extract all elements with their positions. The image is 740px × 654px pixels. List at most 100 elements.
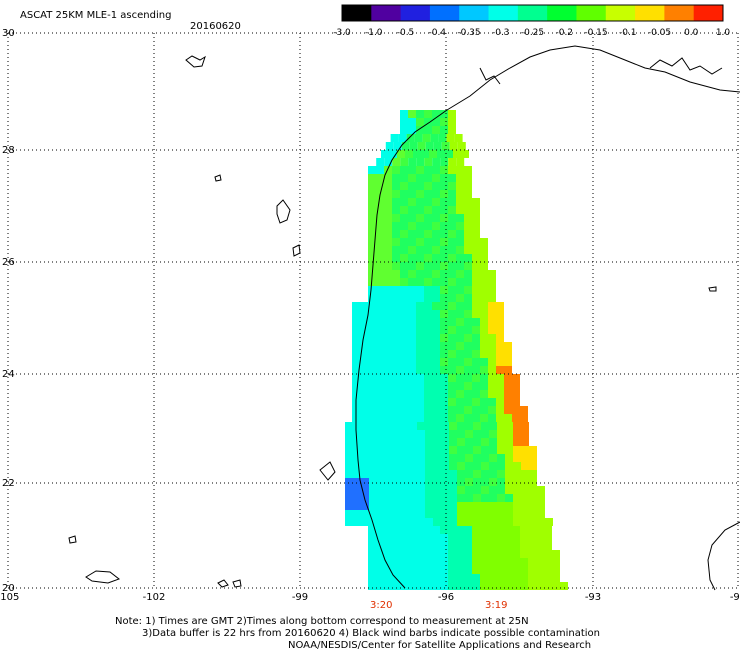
swath-cell [528, 526, 536, 534]
swath-cell [529, 502, 537, 510]
swath-cell [417, 518, 425, 526]
swath-cell [408, 262, 416, 270]
swath-cell [497, 422, 505, 430]
swath-cell [368, 358, 376, 366]
swath-cell [456, 366, 464, 374]
swath-cell [385, 142, 394, 150]
swath-cell [488, 526, 496, 534]
swath-cell [345, 478, 353, 486]
swath-cell [489, 430, 497, 438]
swath-cell [536, 582, 544, 590]
lon-label: -105 [0, 592, 19, 603]
swath-cell [345, 486, 353, 494]
swath-cell [449, 494, 457, 502]
swath-cell [377, 494, 385, 502]
swath-cell [529, 518, 537, 526]
swath-cell [457, 502, 465, 510]
swath-cell [448, 582, 456, 590]
swath-cell [464, 534, 472, 542]
swath-cell [457, 438, 465, 446]
swath-cell [425, 470, 433, 478]
swath-cell [377, 478, 385, 486]
swath-cell [512, 414, 520, 422]
swath-cell [424, 254, 432, 262]
swath-cell [496, 574, 504, 582]
swath-cell [400, 326, 408, 334]
swath-cell [408, 534, 416, 542]
swath-cell [520, 574, 528, 582]
swath-cell [504, 574, 512, 582]
swath-cell [432, 254, 440, 262]
swath-cell [480, 334, 488, 342]
island-9 [68, 535, 77, 544]
swath-cell [408, 118, 416, 126]
swath-cell [368, 326, 376, 334]
swath-cell [464, 166, 472, 174]
swath-cell [440, 302, 448, 310]
swath-cell [432, 246, 440, 254]
swath-cell [481, 502, 489, 510]
swath-cell [513, 502, 521, 510]
swath-cell [480, 326, 488, 334]
swath-cell [521, 446, 529, 454]
swath-cell [408, 318, 416, 326]
swath-cell [449, 142, 458, 150]
swath-cell [465, 478, 473, 486]
swath-cell [473, 470, 481, 478]
swath-cell [433, 478, 441, 486]
swath-cell [432, 230, 440, 238]
swath-cell [440, 230, 448, 238]
swath-cell [521, 494, 529, 502]
swath-cell [408, 550, 416, 558]
swath-cell [441, 470, 449, 478]
swath-cell [352, 310, 360, 318]
swath-cell [456, 182, 464, 190]
swath-cell [368, 582, 376, 590]
swath-cell [489, 486, 497, 494]
swath-cell [400, 246, 408, 254]
swath-cell [376, 366, 384, 374]
swath-cell [496, 310, 504, 318]
swath-cell [497, 478, 505, 486]
swath-cell [464, 414, 472, 422]
swath-cell [489, 518, 497, 526]
swath-cell [400, 566, 408, 574]
swath-cell [376, 294, 384, 302]
island-10 [708, 286, 717, 292]
swath-cell [496, 342, 504, 350]
swath-cell [368, 526, 376, 534]
swath-cell [529, 494, 537, 502]
swath-cell [432, 414, 440, 422]
swath-cell [472, 294, 480, 302]
swath-cell [416, 414, 424, 422]
swath-cell [432, 310, 440, 318]
swath-cell [384, 566, 392, 574]
swath-cell [456, 526, 464, 534]
colorbar-tick-label: -0.5 [397, 28, 415, 38]
swath-cell [440, 190, 448, 198]
swath-cell [353, 422, 361, 430]
swath-cell [441, 430, 449, 438]
swath-cell [512, 558, 520, 566]
swath-cell [505, 462, 513, 470]
swath-cell [520, 526, 528, 534]
swath-cell [481, 486, 489, 494]
swath-cell [449, 422, 457, 430]
swath-cell [513, 454, 521, 462]
swath-cell [408, 350, 416, 358]
swath-cell [425, 142, 434, 150]
swath-cell [488, 382, 496, 390]
swath-cell [353, 518, 361, 526]
swath-cell [416, 334, 424, 342]
swath-cell [424, 262, 432, 270]
swath-cell [369, 478, 377, 486]
swath-cell [360, 382, 368, 390]
swath-cell [416, 254, 424, 262]
swath-cell [488, 310, 496, 318]
swath-cell [448, 326, 456, 334]
swath-cell [384, 358, 392, 366]
swath-cell [464, 526, 472, 534]
swath-cell [521, 486, 529, 494]
swath-cell [369, 454, 377, 462]
